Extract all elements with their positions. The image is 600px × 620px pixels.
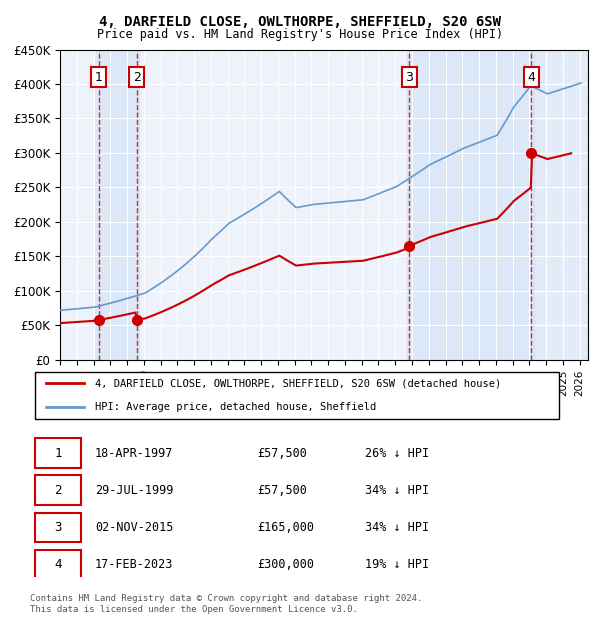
Text: 3: 3 [55,521,62,534]
Text: 2: 2 [55,484,62,497]
Text: 34% ↓ HPI: 34% ↓ HPI [365,484,429,497]
FancyBboxPatch shape [35,438,82,468]
Text: £300,000: £300,000 [257,558,314,571]
Text: 29-JUL-1999: 29-JUL-1999 [95,484,173,497]
Text: 18-APR-1997: 18-APR-1997 [95,446,173,459]
Bar [407,50,535,360]
Text: £57,500: £57,500 [257,446,307,459]
Text: 3: 3 [406,71,413,84]
FancyBboxPatch shape [35,513,82,542]
Text: HPI: Average price, detached house, Sheffield: HPI: Average price, detached house, Shef… [95,402,376,412]
Text: 26% ↓ HPI: 26% ↓ HPI [365,446,429,459]
Text: 2: 2 [133,71,140,84]
FancyBboxPatch shape [35,476,82,505]
Text: 34% ↓ HPI: 34% ↓ HPI [365,521,429,534]
Text: 17-FEB-2023: 17-FEB-2023 [95,558,173,571]
Text: 02-NOV-2015: 02-NOV-2015 [95,521,173,534]
Text: 4: 4 [55,558,62,571]
Text: 4, DARFIELD CLOSE, OWLTHORPE, SHEFFIELD, S20 6SW (detached house): 4, DARFIELD CLOSE, OWLTHORPE, SHEFFIELD,… [95,378,501,388]
FancyBboxPatch shape [35,550,82,580]
Text: 1: 1 [95,71,103,84]
Bar [94,50,139,360]
Text: Price paid vs. HM Land Registry's House Price Index (HPI): Price paid vs. HM Land Registry's House … [97,28,503,41]
FancyBboxPatch shape [35,371,559,419]
Text: £57,500: £57,500 [257,484,307,497]
Text: Contains HM Land Registry data © Crown copyright and database right 2024.
This d: Contains HM Land Registry data © Crown c… [30,595,422,614]
Text: 4, DARFIELD CLOSE, OWLTHORPE, SHEFFIELD, S20 6SW: 4, DARFIELD CLOSE, OWLTHORPE, SHEFFIELD,… [99,16,501,30]
Text: £165,000: £165,000 [257,521,314,534]
Bar [535,50,588,360]
Text: 4: 4 [527,71,535,84]
Text: 19% ↓ HPI: 19% ↓ HPI [365,558,429,571]
Text: 1: 1 [55,446,62,459]
